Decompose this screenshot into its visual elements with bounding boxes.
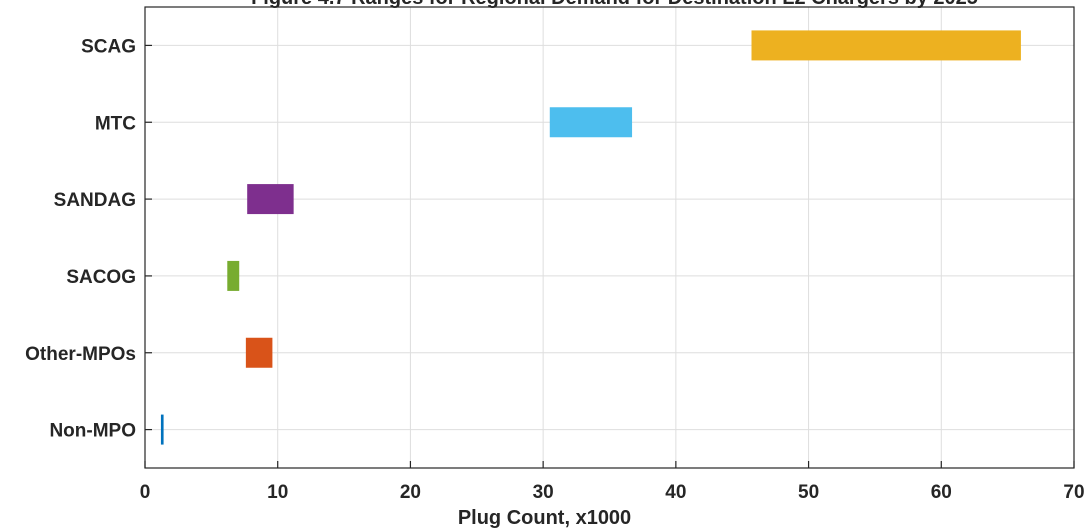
x-tick-label: 20 [400, 482, 421, 503]
range-bar-sandag [247, 184, 294, 215]
x-tick-label: 40 [665, 482, 686, 503]
x-tick-label: 0 [140, 482, 151, 503]
category-label: SACOG [66, 267, 136, 288]
x-axis-title: Plug Count, x1000 [458, 507, 631, 529]
axis-ticks: 0 10 20 30 40 50 60 70 [140, 44, 1085, 503]
category-label: Non-MPO [49, 421, 136, 442]
x-tick-label: 60 [931, 482, 952, 503]
x-tick-label: 30 [533, 482, 554, 503]
range-bars [160, 30, 1021, 445]
range-bar-sacog [227, 260, 240, 291]
chart-title: Figure 4.7 Ranges for Regional Demand fo… [251, 0, 978, 9]
x-tick-label: 50 [798, 482, 819, 503]
category-label: MTC [95, 113, 136, 134]
range-bar-mtc [549, 107, 633, 138]
category-label: SANDAG [54, 190, 136, 211]
category-label: Other-MPOs [25, 344, 136, 365]
x-tick-label: 10 [267, 482, 288, 503]
category-label: SCAG [81, 36, 136, 57]
range-bar-scag [751, 30, 1021, 61]
category-labels: Non-MPO Other-MPOs SACOG SANDAG MTC SCAG [25, 36, 136, 441]
range-bar-other-mpos [245, 337, 273, 368]
plot-frame [144, 6, 1075, 469]
x-tick-label: 70 [1063, 482, 1084, 503]
range-bar-non-mpo [160, 414, 164, 445]
grid-lines [144, 7, 1075, 468]
